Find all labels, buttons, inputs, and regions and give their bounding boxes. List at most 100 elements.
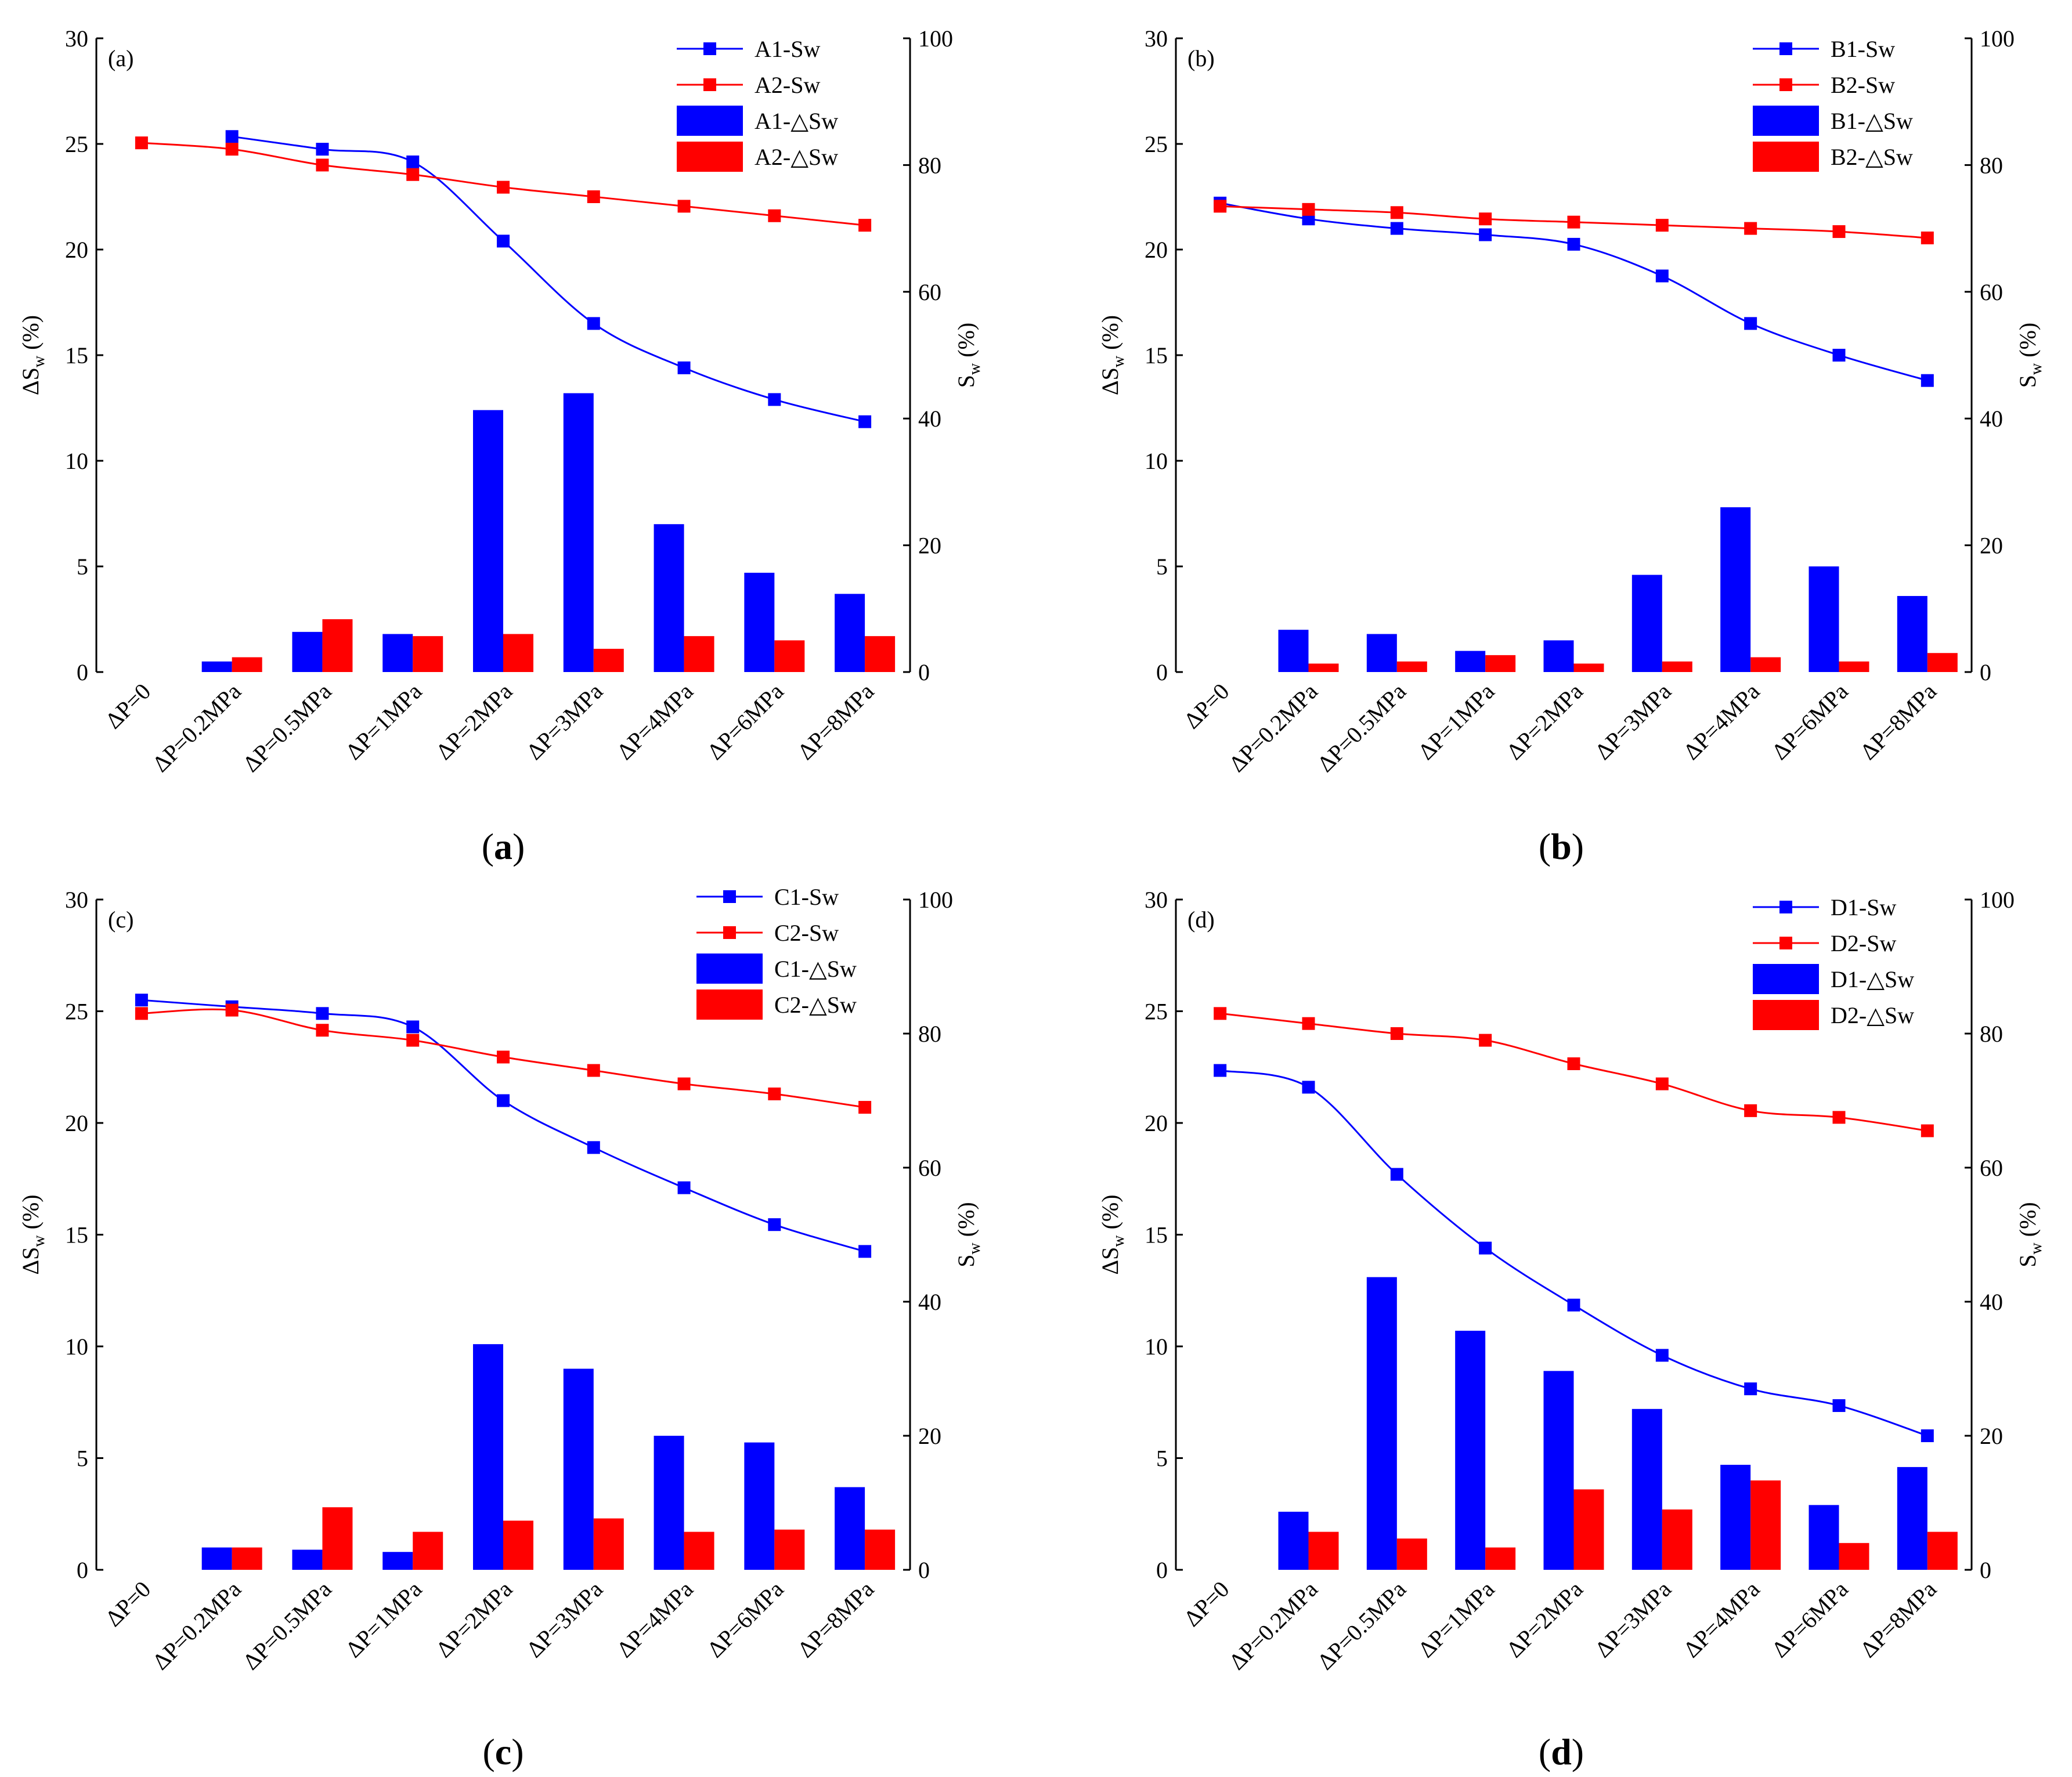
category-label: ΔP=4MPa (612, 678, 698, 764)
line-marker (587, 1064, 600, 1077)
left-tick-label: 5 (1156, 1446, 1168, 1472)
line-marker (768, 209, 781, 222)
legend: C1-Sw C2-Sw C1-△Sw C2-△Sw (696, 884, 857, 1020)
panel-caption-letter: b (1551, 826, 1572, 867)
chart-panel-c: 051015202530020406080100ΔP=0ΔP=0.2MPaΔP=… (17, 884, 984, 1772)
legend-marker (1779, 42, 1792, 55)
category-label: ΔP=4MPa (612, 1576, 698, 1662)
line-marker (406, 155, 420, 168)
bar (1750, 1480, 1781, 1570)
line-marker (497, 180, 510, 194)
line-marker (768, 393, 781, 406)
panel-tag: (a) (108, 45, 133, 71)
line-marker (406, 168, 420, 181)
panel-caption-close: ) (1572, 826, 1584, 867)
left-axis-label: ΔSw (%) (1097, 1194, 1128, 1274)
series-line (1220, 1012, 1928, 1132)
legend-marker (703, 78, 716, 91)
bar (232, 657, 262, 672)
bar (1631, 1408, 1662, 1570)
legend-label: A2-Sw (755, 72, 820, 98)
line-marker (316, 1024, 329, 1037)
panel-caption: (a) (482, 826, 525, 867)
bar (1720, 1465, 1751, 1570)
bar (1308, 663, 1339, 672)
line-marker (768, 1087, 781, 1100)
line-marker (1655, 219, 1669, 232)
left-axis-label: ΔSw (%) (17, 315, 48, 395)
left-axis-label-suffix: (%) (17, 1194, 44, 1235)
bar (1366, 634, 1397, 672)
line-marker (677, 200, 691, 213)
left-axis-label-prefix: ΔS (1097, 367, 1123, 395)
right-tick-label: 20 (918, 1423, 941, 1449)
legend-label: C1-△Sw (774, 956, 857, 982)
line-marker (1302, 1017, 1315, 1030)
legend-bar-swatch (696, 953, 763, 984)
line-marker (1567, 1057, 1580, 1070)
left-axis-label-prefix: ΔS (1097, 1247, 1123, 1275)
legend-bar-swatch (1753, 964, 1819, 994)
line-marker (1390, 222, 1403, 235)
bar (654, 1436, 684, 1570)
legend-label: B2-△Sw (1831, 144, 1913, 170)
right-tick-label: 60 (1980, 279, 2003, 305)
bar (1662, 1509, 1692, 1570)
bar (1927, 1532, 1958, 1570)
line-marker (1214, 1064, 1227, 1077)
right-axis-label-sub: w (2027, 1242, 2045, 1254)
bar (1662, 661, 1692, 672)
line-marker (1479, 228, 1492, 241)
line-marker (1655, 269, 1669, 283)
bar (865, 1529, 896, 1570)
panel-caption-open: ( (482, 826, 494, 867)
category-label: ΔP=8MPa (1855, 1576, 1941, 1662)
left-tick-label: 20 (65, 237, 88, 263)
category-label: ΔP=0.2MPa (1223, 678, 1323, 777)
bar (744, 1442, 775, 1570)
line-marker (1214, 1007, 1227, 1020)
line-marker (1832, 225, 1846, 239)
panel-caption-close: ) (1572, 1731, 1584, 1772)
bar (473, 410, 503, 672)
line-marker (1302, 203, 1315, 216)
left-tick-label: 15 (1145, 1222, 1168, 1248)
legend-marker (1779, 901, 1792, 913)
right-tick-label: 80 (1980, 1021, 2003, 1047)
right-tick-label: 0 (1980, 1557, 1991, 1583)
bar (1543, 1371, 1574, 1570)
line-marker (587, 190, 600, 203)
bar (1278, 1511, 1309, 1570)
legend: B1-Sw B2-Sw B1-△Sw B2-△Sw (1753, 36, 1913, 172)
right-tick-label: 20 (1980, 1423, 2003, 1449)
left-axis-label-prefix: ΔS (17, 1247, 44, 1275)
panel-tag: (b) (1187, 45, 1215, 71)
bar (1897, 1467, 1927, 1570)
bar (1396, 1538, 1427, 1570)
bar (503, 634, 533, 672)
line-marker (677, 361, 691, 374)
bar (684, 1532, 714, 1570)
legend-label: B2-Sw (1831, 72, 1895, 98)
line-marker (225, 130, 239, 143)
left-tick-label: 20 (65, 1110, 88, 1136)
line-marker (1921, 374, 1934, 387)
right-tick-label: 80 (918, 152, 941, 178)
bar (744, 572, 775, 672)
line-marker (1390, 206, 1403, 219)
left-tick-label: 15 (65, 342, 88, 369)
left-tick-label: 0 (77, 659, 88, 685)
chart-panel-a: 051015202530020406080100ΔP=0ΔP=0.2MPaΔP=… (17, 26, 984, 867)
category-label: ΔP=1MPa (1413, 678, 1499, 764)
bar (835, 1487, 865, 1570)
panel-tag: (c) (108, 906, 133, 933)
category-label: ΔP=4MPa (1678, 1576, 1764, 1662)
category-label: ΔP=8MPa (1855, 678, 1941, 764)
category-label: ΔP=6MPa (1767, 678, 1853, 764)
line-marker (1302, 1081, 1315, 1094)
right-axis-label-sub: w (2027, 363, 2045, 375)
bar (1543, 640, 1574, 672)
line-marker (1655, 1349, 1669, 1362)
panel-tag: (d) (1187, 906, 1215, 933)
